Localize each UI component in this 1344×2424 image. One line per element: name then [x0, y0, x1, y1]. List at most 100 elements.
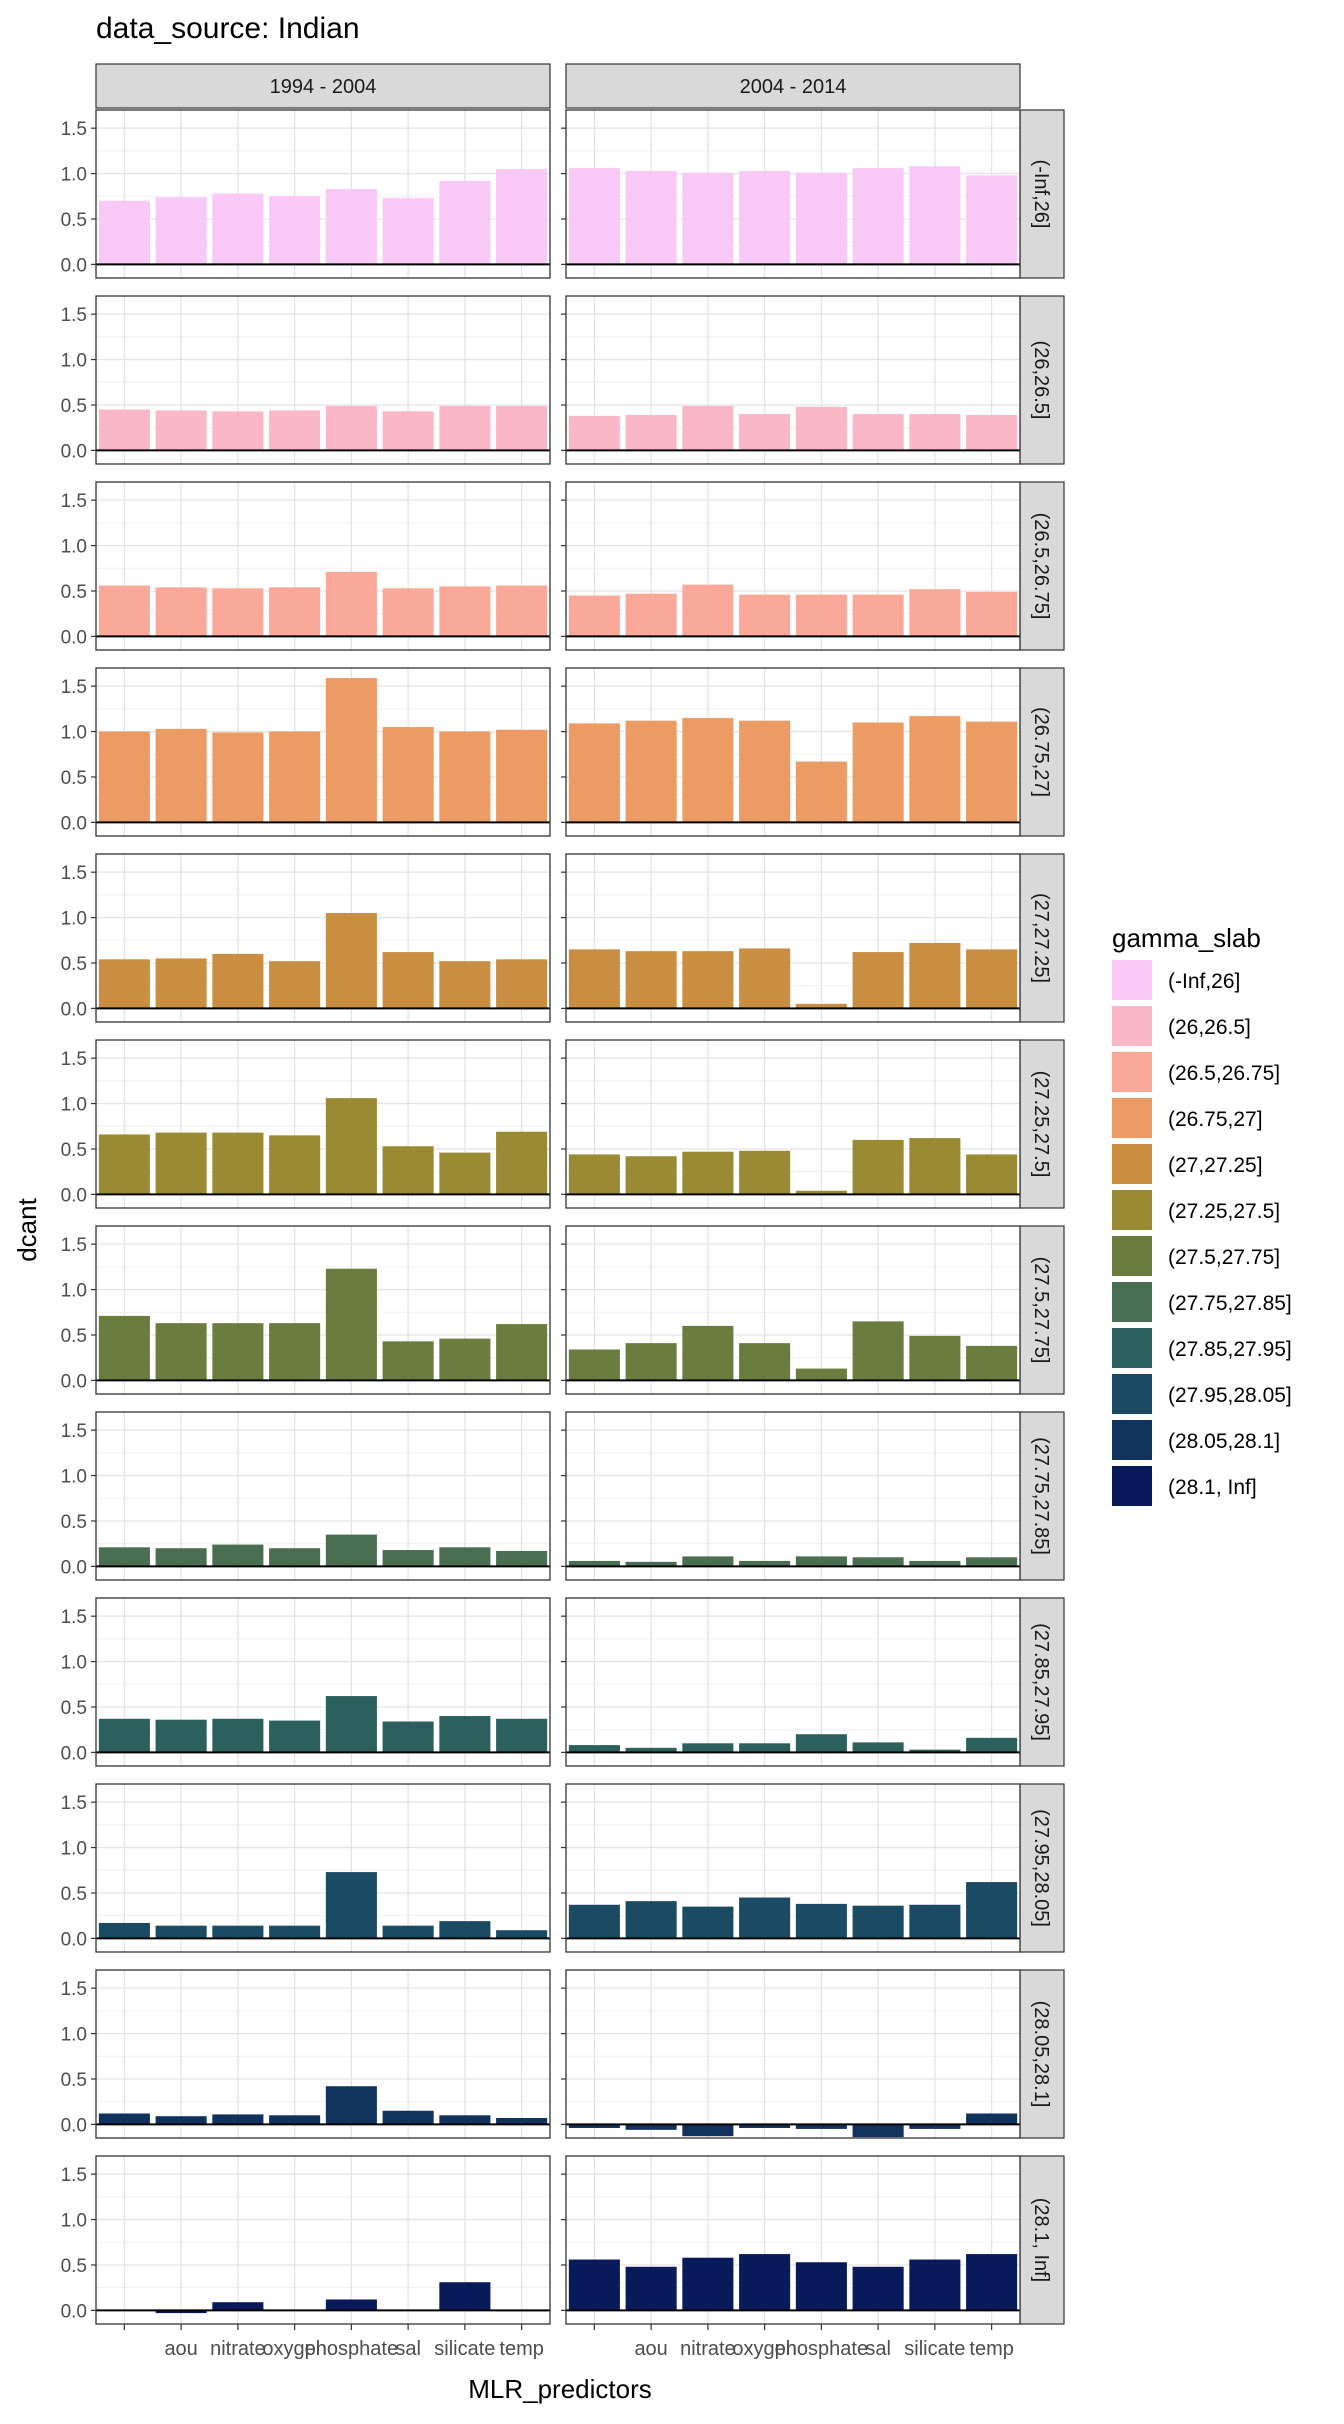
bar	[382, 411, 434, 451]
legend-key	[1112, 1374, 1152, 1414]
bar	[739, 2124, 791, 2129]
bar	[98, 200, 150, 265]
bar	[496, 729, 548, 823]
bar	[212, 193, 264, 265]
bar	[212, 2114, 264, 2125]
bar	[269, 731, 321, 823]
legend-label: (27.5,27.75]	[1168, 1246, 1280, 1269]
panel-border	[565, 481, 1021, 651]
bar	[496, 405, 548, 451]
bar	[325, 2299, 377, 2311]
bar	[568, 595, 620, 637]
bar	[682, 1743, 734, 1753]
bar	[909, 1138, 961, 1195]
y-tick-label: 0.0	[61, 1371, 87, 1392]
bar	[625, 414, 677, 451]
bar	[682, 1556, 734, 1567]
row-strip-label: (26,26.5]	[1030, 341, 1052, 420]
row-strip	[1019, 1411, 1065, 1581]
bar	[682, 2124, 734, 2137]
panel-border	[95, 1411, 551, 1581]
bar	[382, 198, 434, 265]
legend-label: (28.05,28.1]	[1168, 1430, 1280, 1453]
panel-background	[566, 1970, 1020, 2138]
bar	[269, 1323, 321, 1381]
legend-label: (26.5,26.75]	[1168, 1062, 1280, 1085]
bar	[212, 1544, 264, 1567]
legend-key	[1112, 1236, 1152, 1276]
bar	[966, 1557, 1018, 1567]
bar	[568, 1349, 620, 1381]
panel-border	[95, 667, 551, 837]
y-tick-label: 1.0	[61, 351, 87, 372]
bar	[98, 585, 150, 637]
y-tick-label: 1.5	[61, 863, 87, 884]
y-tick-label: 1.5	[61, 1421, 87, 1442]
bar	[625, 1343, 677, 1381]
bar	[739, 1743, 791, 1753]
y-tick-label: 0.5	[61, 1140, 87, 1161]
bar	[795, 172, 847, 265]
bar	[966, 1882, 1018, 1939]
y-tick-label: 0.5	[61, 1512, 87, 1533]
legend-label: (27.95,28.05]	[1168, 1384, 1292, 1407]
bar	[325, 2086, 377, 2125]
bar	[439, 180, 491, 265]
y-tick-label: 0.5	[61, 1884, 87, 1905]
y-tick-label: 0.0	[61, 1185, 87, 1206]
x-tick-label: aou	[634, 2338, 667, 2360]
bar	[852, 1139, 904, 1195]
legend-label: (28.1, Inf]	[1168, 1476, 1257, 1499]
bar	[269, 1548, 321, 1567]
bar	[382, 2110, 434, 2125]
bar	[568, 2124, 620, 2129]
bar	[739, 2254, 791, 2311]
bar	[212, 732, 264, 823]
y-tick-label: 1.5	[61, 119, 87, 140]
y-tick-label: 1.5	[61, 1049, 87, 1070]
bar	[966, 949, 1018, 1009]
bar	[852, 2124, 904, 2138]
y-tick-label: 0.5	[61, 2070, 87, 2091]
bar	[155, 728, 207, 823]
row-strip-label: (27.5,27.75]	[1030, 1257, 1052, 1364]
bar	[98, 409, 150, 451]
bar	[909, 1560, 961, 1567]
y-tick-label: 1.0	[61, 537, 87, 558]
x-tick-label: aou	[164, 2338, 197, 2360]
bar	[325, 1268, 377, 1381]
bar	[439, 2282, 491, 2311]
bar	[909, 2124, 961, 2129]
bar	[682, 1325, 734, 1381]
bar	[625, 593, 677, 637]
row-strip	[1019, 295, 1065, 465]
y-tick-label: 1.5	[61, 677, 87, 698]
bar	[852, 594, 904, 637]
bar	[382, 1550, 434, 1567]
row-strip	[1019, 853, 1065, 1023]
legend-key	[1112, 1098, 1152, 1138]
row-strip-label: (28.05,28.1]	[1030, 2001, 1052, 2108]
bar	[439, 586, 491, 637]
bar	[682, 1906, 734, 1939]
y-tick-label: 1.0	[61, 1281, 87, 1302]
bar	[739, 594, 791, 637]
panel-border	[95, 1597, 551, 1767]
panel-border	[95, 2155, 551, 2325]
bar	[269, 961, 321, 1009]
row-strip	[1019, 667, 1065, 837]
bar	[568, 1904, 620, 1939]
bar	[568, 1745, 620, 1753]
row-strip	[1019, 1783, 1065, 1953]
bar	[795, 594, 847, 637]
bar	[496, 585, 548, 637]
bar	[625, 2124, 677, 2130]
legend-key	[1112, 1282, 1152, 1322]
bar	[682, 584, 734, 637]
bar	[98, 731, 150, 823]
bar	[739, 170, 791, 265]
bar	[966, 414, 1018, 451]
legend-label: (26,26.5]	[1168, 1016, 1251, 1039]
bar	[852, 2266, 904, 2311]
